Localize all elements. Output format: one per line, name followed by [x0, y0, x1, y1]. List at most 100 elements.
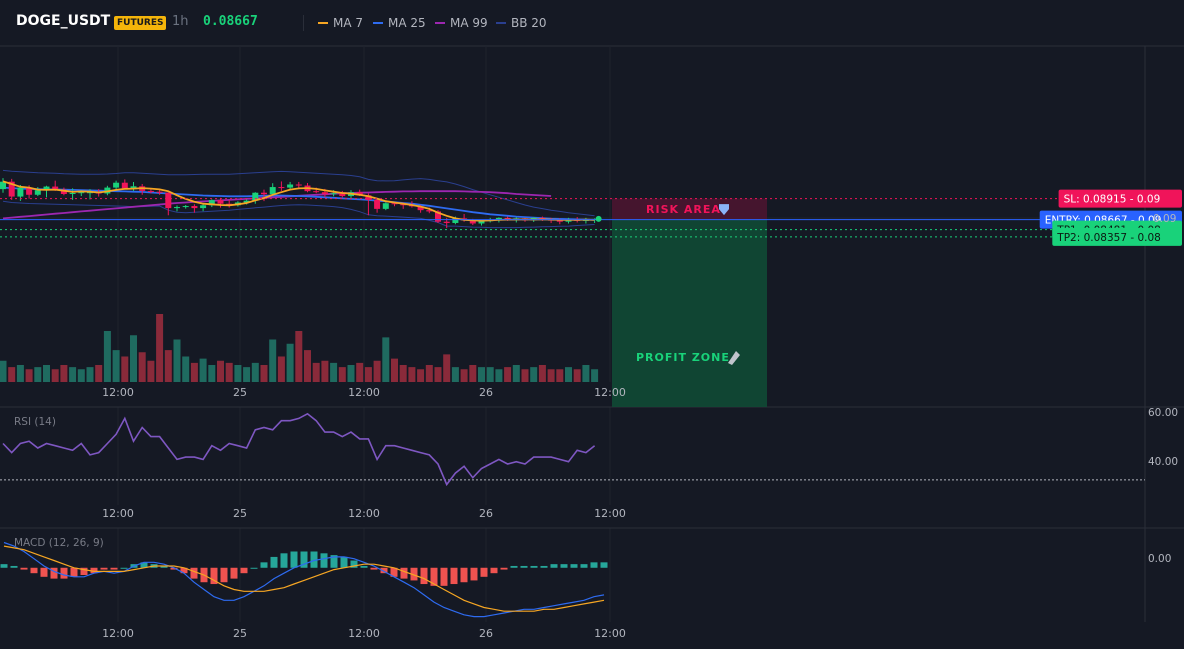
time-axis-tick: 12:00 [594, 507, 626, 520]
macd-histogram-bar [440, 567, 448, 586]
volume-bar [321, 360, 329, 382]
profit-zone [612, 219, 767, 407]
macd-histogram-bar [460, 567, 468, 583]
time-axis-tick: 12:00 [348, 386, 380, 399]
shield-icon [719, 204, 729, 216]
symbol-label[interactable]: DOGE_USDT [16, 13, 111, 29]
macd-title: MACD (12, 26, 9) [14, 537, 104, 549]
volume-bar [364, 367, 372, 382]
macd-histogram-bar [520, 565, 528, 568]
volume-bar [312, 362, 320, 382]
volume-bar [156, 314, 164, 382]
volume-bar [460, 369, 468, 382]
volume-bar [530, 367, 538, 382]
time-axis-tick: 12:00 [594, 386, 626, 399]
volume-bar [251, 362, 259, 382]
volume-bar [25, 369, 33, 382]
candle-body [287, 184, 294, 188]
macd-histogram-bar [310, 551, 318, 568]
candle-body [443, 221, 450, 223]
volume-bar [43, 365, 50, 382]
volume-bar [60, 365, 68, 382]
macd-histogram-bar [590, 562, 598, 568]
macd-histogram-bar [410, 567, 418, 581]
macd-histogram-bar [580, 564, 588, 568]
candle-body [339, 193, 346, 197]
macd-histogram-bar [510, 565, 518, 568]
candle-body [0, 181, 6, 190]
candle-body [208, 200, 215, 206]
volume-bar [417, 369, 425, 382]
level-tag-sl [1058, 189, 1182, 208]
candle-body [452, 218, 459, 223]
volume-bar [425, 365, 433, 382]
time-axis-tick: 25 [233, 386, 247, 399]
candle-body [278, 187, 285, 189]
volume-bar [486, 367, 494, 382]
macd-histogram-bar [90, 567, 98, 574]
timeframe-label[interactable]: 1h [172, 14, 189, 29]
volume-bar [121, 356, 129, 382]
macd-histogram-bar [500, 567, 508, 570]
level-tag-tp [1052, 227, 1182, 246]
volume-bar [164, 350, 172, 382]
volume-bar [330, 362, 338, 382]
macd-histogram-bar [250, 567, 258, 569]
ma99-swatch [435, 21, 445, 24]
time-axis-tick: 26 [479, 627, 493, 640]
candle-body [391, 203, 398, 205]
volume-bar [260, 365, 268, 382]
volume-bar [469, 365, 477, 382]
macd-histogram-bar [340, 556, 348, 568]
candle-body [60, 189, 67, 194]
macd-histogram-bar [270, 556, 278, 568]
volume-bar [391, 358, 398, 382]
macd-histogram-bar [240, 567, 248, 574]
price-axis-tick: 0.09 [1153, 213, 1176, 225]
volume-bar [95, 365, 103, 382]
volume-bar [277, 356, 285, 382]
candle-body [313, 191, 320, 193]
level-label-tp: TP2: 0.08357 - 0.08 [1056, 232, 1161, 244]
volume-bar [182, 356, 190, 382]
chart-header: DOGE_USDT FUTURES 1h 0.08667 MA 7 MA 25 … [0, 0, 1184, 46]
macd-histogram-bar [290, 551, 298, 568]
legend-ma99[interactable]: MA 99 [435, 16, 488, 30]
volume-bar [234, 365, 242, 382]
macd-histogram-bar [540, 565, 548, 568]
candle-body [400, 204, 407, 206]
candle-body [426, 210, 433, 212]
volume-bar [77, 369, 85, 382]
candle-body [156, 191, 163, 193]
macd-histogram-bar [180, 567, 188, 574]
volume-bar [86, 367, 94, 382]
macd-histogram-bar [120, 567, 128, 569]
macd-histogram-bar [100, 567, 108, 570]
candle-body [269, 187, 276, 195]
ma25-line [2, 186, 595, 221]
macd-histogram-bar [450, 567, 458, 585]
candle-body [435, 211, 441, 222]
macd-histogram-bar [10, 565, 18, 568]
macd-histogram-bar [420, 567, 428, 585]
legend-bb20[interactable]: BB 20 [496, 16, 547, 30]
macd-histogram-bar [600, 562, 608, 568]
volume-bar [356, 362, 364, 382]
volume-bar [304, 350, 311, 382]
candle-body [121, 182, 128, 189]
candle-body [52, 186, 59, 190]
candle-body [8, 181, 15, 197]
rsi-line [2, 412, 596, 487]
volume-bar [130, 335, 137, 382]
legend-ma7[interactable]: MA 7 [318, 16, 363, 30]
last-price: 0.08667 [203, 14, 258, 29]
candle-body [182, 206, 189, 208]
legend-ma25[interactable]: MA 25 [373, 16, 426, 30]
macd-histogram-bar [50, 567, 58, 579]
volume-bar [16, 365, 24, 382]
macd-histogram-bar [230, 567, 238, 579]
legend-bb20-label: BB 20 [511, 16, 547, 30]
candle-body [295, 184, 302, 186]
volume-bar [103, 331, 111, 382]
